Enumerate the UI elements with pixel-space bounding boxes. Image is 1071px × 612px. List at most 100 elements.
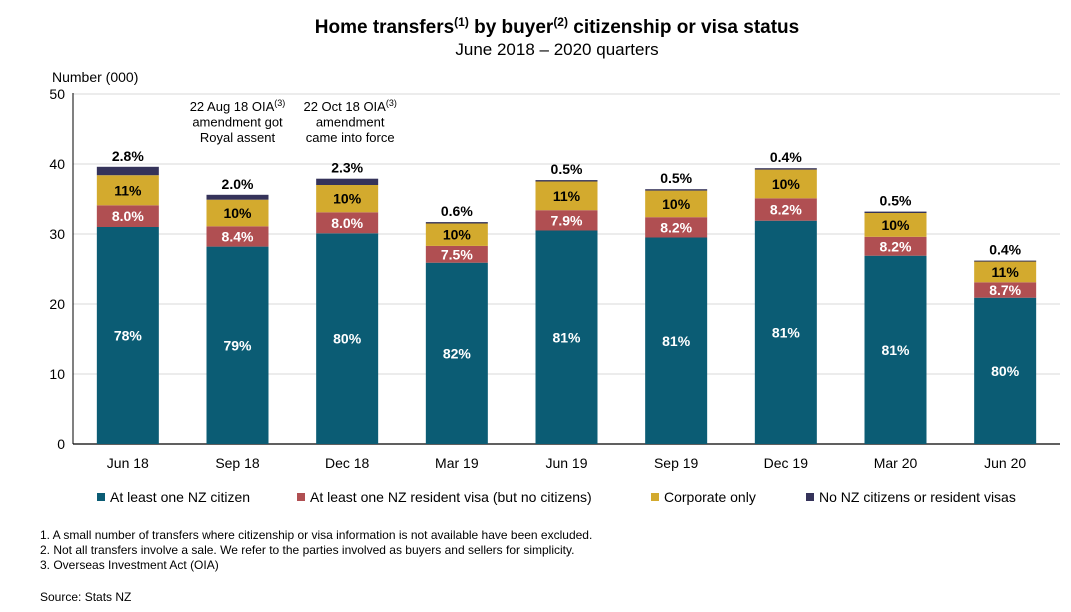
y-tick-label: 40 xyxy=(49,156,65,172)
data-label: 11% xyxy=(992,264,1020,280)
legend-label: Corporate only xyxy=(664,489,756,505)
y-axis-label: Number (000) xyxy=(52,69,138,85)
bar-segment xyxy=(206,246,269,444)
bar-segment xyxy=(316,185,379,213)
data-label: 10% xyxy=(662,196,691,212)
y-tick-label: 10 xyxy=(49,366,65,382)
legend-swatch xyxy=(297,493,305,501)
bar-segment xyxy=(974,282,1037,298)
x-tick-label: Sep 19 xyxy=(654,455,699,471)
bar-segment xyxy=(754,198,817,221)
bar-segment xyxy=(425,222,488,224)
data-label: 81% xyxy=(881,342,910,358)
x-tick-label: Mar 20 xyxy=(874,455,918,471)
data-label: 8.0% xyxy=(112,208,144,224)
data-label: 8.2% xyxy=(770,202,802,218)
bar-segment xyxy=(645,237,708,444)
data-label: 79% xyxy=(223,337,252,353)
bar-segment xyxy=(96,205,159,227)
bar-segment xyxy=(316,178,379,185)
annotation-text: amendment got xyxy=(192,115,283,130)
annotation-text: 22 Oct 18 OIA(3) xyxy=(303,98,396,114)
bar-segment xyxy=(206,226,269,247)
data-label: 11% xyxy=(114,182,142,198)
bar-segment xyxy=(535,210,598,231)
bar-segment xyxy=(974,260,1037,262)
data-label: 78% xyxy=(114,328,143,344)
data-label: 10% xyxy=(443,227,472,243)
data-label: 81% xyxy=(552,329,581,345)
legend-label: At least one NZ resident visa (but no ci… xyxy=(310,489,592,505)
bar-segment xyxy=(645,189,708,191)
legend-label: No NZ citizens or resident visas xyxy=(819,489,1016,505)
legend-swatch xyxy=(97,493,105,501)
source-note: Source: Stats NZ xyxy=(40,590,132,604)
footnote-1: 1. A small number of transfers where cit… xyxy=(40,528,593,542)
data-label: 80% xyxy=(991,363,1020,379)
bar-segment xyxy=(754,220,817,444)
bar-segment xyxy=(864,211,927,213)
data-label: 0.5% xyxy=(880,193,912,209)
bar-segment xyxy=(316,212,379,234)
data-label: 10% xyxy=(881,217,910,233)
data-label: 82% xyxy=(443,345,472,361)
data-label: 0.4% xyxy=(989,242,1021,258)
bar-segment xyxy=(425,223,488,246)
legend-swatch xyxy=(806,493,814,501)
chart-title: Home transfers(1) by buyer(2) citizenshi… xyxy=(315,15,799,38)
bar-segment xyxy=(864,213,927,237)
data-label: 10% xyxy=(223,205,252,221)
data-label: 7.5% xyxy=(441,246,473,262)
data-label: 8.2% xyxy=(660,219,692,235)
data-label: 80% xyxy=(333,331,362,347)
data-label: 81% xyxy=(772,324,801,340)
data-label: 10% xyxy=(333,191,362,207)
bar-segment xyxy=(96,166,159,176)
bar-segment xyxy=(974,261,1037,283)
bar-segment xyxy=(754,169,817,199)
bar-segment xyxy=(425,262,488,444)
x-tick-label: Jun 19 xyxy=(545,455,587,471)
data-label: 0.5% xyxy=(551,161,583,177)
bar-segment xyxy=(425,245,488,263)
data-label: 0.4% xyxy=(770,149,802,165)
y-tick-label: 50 xyxy=(49,86,65,102)
bar-segment xyxy=(316,233,379,444)
data-label: 2.8% xyxy=(112,148,144,164)
legend-swatch xyxy=(651,493,659,501)
data-label: 7.9% xyxy=(551,212,583,228)
data-label: 10% xyxy=(772,176,801,192)
bar-segment xyxy=(645,217,708,238)
bar-segment xyxy=(864,255,927,444)
bar-segment xyxy=(96,175,159,206)
data-label: 8.0% xyxy=(331,215,363,231)
chart-subtitle: June 2018 – 2020 quarters xyxy=(455,40,658,59)
x-tick-label: Dec 19 xyxy=(764,455,809,471)
data-label: 8.4% xyxy=(222,228,254,244)
annotation-text: amendment xyxy=(316,115,385,130)
data-label: 0.5% xyxy=(660,170,692,186)
data-label: 11% xyxy=(553,188,581,204)
bar-segment xyxy=(206,194,269,200)
bar-segment xyxy=(96,227,159,444)
bar-segment xyxy=(535,180,598,182)
annotation-text: came into force xyxy=(306,130,395,145)
x-tick-label: Jun 18 xyxy=(107,455,149,471)
bar-segment xyxy=(645,190,708,218)
data-label: 8.2% xyxy=(880,238,912,254)
footnote-2: 2. Not all transfers involve a sale. We … xyxy=(40,543,575,557)
annotation-text: 22 Aug 18 OIA(3) xyxy=(190,98,286,114)
data-label: 2.0% xyxy=(222,176,254,192)
data-label: 81% xyxy=(662,333,691,349)
x-tick-label: Jun 20 xyxy=(984,455,1026,471)
x-tick-label: Dec 18 xyxy=(325,455,370,471)
annotation-text: Royal assent xyxy=(200,130,276,145)
x-tick-label: Mar 19 xyxy=(435,455,479,471)
y-tick-label: 30 xyxy=(49,226,65,242)
bar-segment xyxy=(535,181,598,211)
bar-segment xyxy=(206,199,269,227)
data-label: 0.6% xyxy=(441,203,473,219)
bar-segment xyxy=(535,230,598,444)
